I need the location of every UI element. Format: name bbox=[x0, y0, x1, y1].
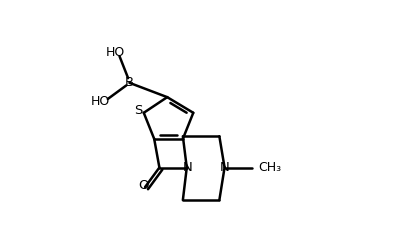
Text: N: N bbox=[182, 161, 192, 174]
Text: N: N bbox=[220, 161, 230, 174]
Text: B: B bbox=[124, 76, 133, 89]
Text: CH₃: CH₃ bbox=[258, 161, 281, 174]
Text: HO: HO bbox=[91, 95, 110, 108]
Text: HO: HO bbox=[106, 46, 125, 59]
Text: S: S bbox=[134, 104, 142, 117]
Text: O: O bbox=[139, 179, 149, 192]
